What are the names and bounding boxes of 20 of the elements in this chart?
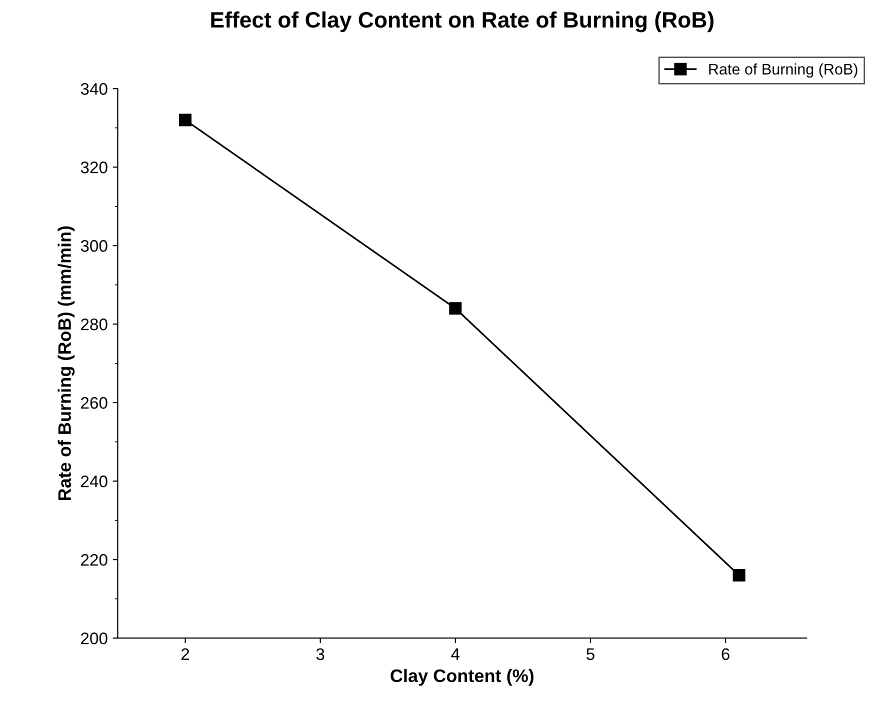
x-tick-label: 4 [451, 648, 460, 660]
point [179, 114, 192, 126]
y-tick-label: 340 [80, 83, 108, 95]
y-axis-title: Rate of Burning (RoB) (mm/min) [58, 226, 75, 500]
y-tick-label: 260 [81, 397, 108, 409]
y-tick-label: 240 [81, 476, 108, 488]
legend-label: Rate of Burning (RoB) [709, 63, 858, 78]
chart-title: Effect of Clay Content on Rate of Burning (RoB) [211, 11, 714, 32]
x-tick-label: 2 [181, 648, 190, 660]
point [449, 302, 462, 315]
x-tick-label: 6 [722, 648, 730, 660]
x-tick-label: 3 [316, 648, 324, 660]
y-tick-label: 320 [80, 162, 108, 174]
y-tick-label: 280 [81, 318, 108, 330]
y-tick-label: 300 [80, 240, 108, 252]
point [732, 569, 746, 582]
y-tick-label: 200 [81, 632, 108, 644]
x-axis-title: Clay Content (%) [390, 668, 534, 686]
y-tick-label: 220 [81, 554, 108, 566]
x-tick-label: 5 [586, 648, 594, 660]
